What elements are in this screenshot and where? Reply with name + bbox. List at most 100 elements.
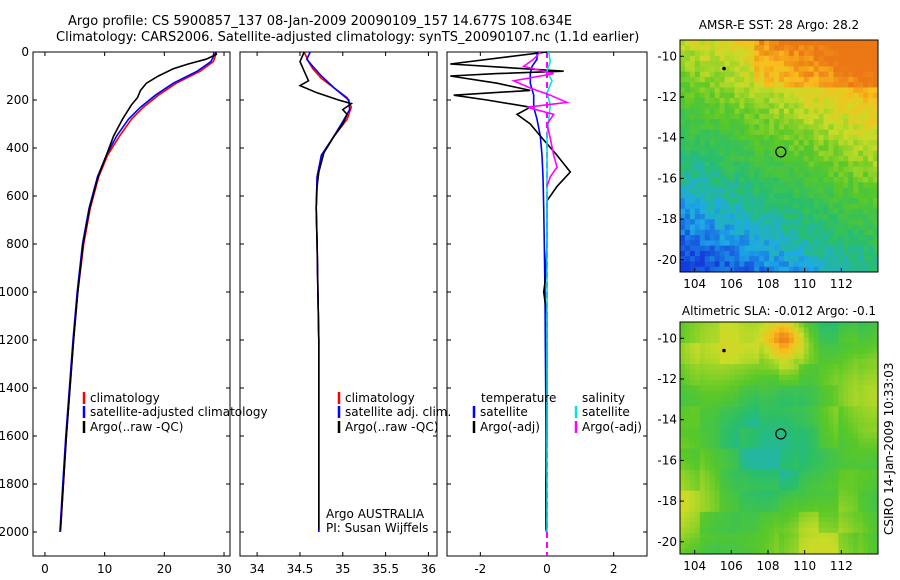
- sla-map-cell: [689, 496, 696, 502]
- sst-map-cell: [734, 71, 740, 78]
- sla-map-cell: [764, 322, 770, 328]
- sst-map-cell: [833, 40, 839, 46]
- sla-map-cell: [818, 438, 824, 444]
- sst-map-cell: [714, 140, 720, 146]
- sst-map-cell: [808, 103, 815, 109]
- sst-map-cell: [734, 182, 740, 189]
- sla-map-cell: [709, 453, 716, 460]
- sst-map-cell: [858, 161, 864, 167]
- sla-map-cell: [818, 443, 824, 449]
- sst-lon-tick-label: 110: [793, 277, 816, 291]
- sst-map-cell: [788, 245, 795, 252]
- sst-map-cell: [684, 171, 691, 178]
- sla-map-cell: [858, 443, 864, 449]
- sla-map-cell: [734, 369, 740, 376]
- sst-map-cell: [699, 45, 706, 51]
- sla-map-cell: [724, 474, 730, 481]
- sst-map-cell: [788, 171, 795, 178]
- sst-map-cell: [808, 171, 815, 178]
- sst-map-cell: [868, 182, 874, 189]
- sla-map-cell: [788, 322, 795, 328]
- sst-map-cell: [759, 187, 765, 194]
- sst-map-cell: [729, 134, 735, 141]
- sst-map-cell: [793, 92, 800, 99]
- difference-series-temperature-satellite: [529, 52, 548, 533]
- sla-map-cell: [749, 416, 755, 423]
- sst-map-cell: [863, 140, 869, 146]
- sla-map-cell: [803, 364, 810, 370]
- sst-map-cell: [803, 250, 810, 257]
- sla-map-cell: [783, 506, 790, 513]
- sst-map-cell: [843, 240, 849, 247]
- sst-map-cell: [704, 87, 711, 94]
- sst-map-cell: [873, 266, 879, 273]
- sla-map-cell: [818, 411, 824, 418]
- sla-map-cell: [783, 411, 790, 418]
- sst-map-cell: [818, 66, 824, 73]
- sst-map-cell: [739, 124, 745, 131]
- sst-map-cell: [823, 150, 829, 157]
- sst-map-cell: [793, 177, 800, 183]
- sst-map-cell: [729, 45, 735, 51]
- sla-map-cell: [798, 453, 805, 460]
- sla-map-cell: [689, 401, 696, 407]
- sst-map-cell: [873, 103, 879, 109]
- sst-map-cell: [808, 208, 815, 215]
- sla-map-cell: [709, 517, 716, 523]
- sla-map-cell: [793, 432, 800, 439]
- sla-map-cell: [684, 416, 691, 423]
- sla-map-cell: [724, 464, 730, 471]
- sla-map-cell: [699, 348, 706, 355]
- sla-map-cell: [803, 485, 810, 492]
- sla-map-cell: [803, 380, 810, 386]
- sla-map-cell: [838, 432, 844, 439]
- sla-map-cell: [873, 443, 879, 449]
- sst-map-cell: [783, 208, 790, 215]
- sst-map-cell: [699, 50, 706, 57]
- sla-map-cell: [680, 448, 686, 455]
- sla-map-cell: [828, 358, 834, 365]
- sst-map-cell: [779, 50, 785, 57]
- sla-map-cell: [798, 538, 805, 544]
- sla-map-cell: [813, 337, 819, 344]
- sla-map-cell: [818, 385, 824, 391]
- sst-map-cell: [689, 214, 696, 220]
- sla-map-cell: [779, 348, 785, 355]
- sst-map-cell: [744, 229, 750, 236]
- sst-map-cell: [680, 219, 686, 225]
- sla-map-cell: [818, 506, 824, 513]
- sla-map-cell: [689, 438, 696, 444]
- sst-map-cell: [724, 140, 730, 146]
- sla-map-cell: [873, 401, 879, 407]
- sla-map-cell: [774, 401, 780, 407]
- sst-map-cell: [853, 45, 859, 51]
- sla-map-cell: [853, 443, 859, 449]
- sst-map-cell: [853, 119, 859, 125]
- sla-map-cell: [754, 538, 760, 544]
- sla-map-cell: [833, 411, 839, 418]
- sst-map-cell: [803, 92, 810, 99]
- sla-map-cell: [868, 422, 874, 428]
- sst-map-cell: [838, 177, 844, 183]
- sla-map-cell: [689, 385, 696, 391]
- sla-map-cell: [764, 380, 770, 386]
- sst-map-cell: [739, 87, 745, 94]
- sla-map-cell: [759, 448, 765, 455]
- sla-map-cell: [684, 532, 691, 539]
- sst-map-cell: [863, 108, 869, 115]
- sst-map-cell: [764, 156, 770, 162]
- figure-title-line2: Climatology: CARS2006. Satellite-adjuste…: [56, 30, 640, 45]
- sla-map-cell: [764, 522, 770, 529]
- sst-map-cell: [808, 134, 815, 141]
- sst-map-cell: [680, 161, 686, 167]
- sla-map-cell: [704, 485, 711, 492]
- sst-map-cell: [843, 235, 849, 241]
- sla-map-cell: [808, 327, 815, 333]
- sla-map-cell: [744, 380, 750, 386]
- sla-map-cell: [818, 337, 824, 344]
- sst-map-cell: [704, 198, 711, 204]
- sst-map-cell: [873, 214, 879, 220]
- sst-map-cell: [769, 119, 775, 125]
- sla-map-cell: [774, 511, 780, 518]
- sla-map-cell: [793, 496, 800, 502]
